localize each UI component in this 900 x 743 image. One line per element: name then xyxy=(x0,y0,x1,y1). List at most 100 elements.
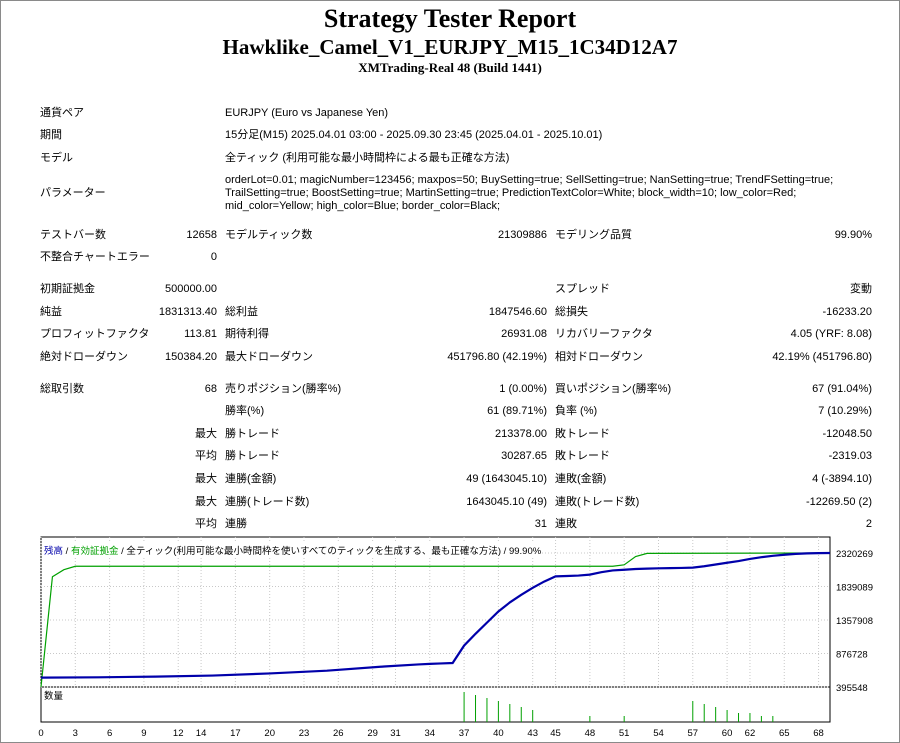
loss-rate-label: 負率 (%) xyxy=(555,405,598,417)
legend-separator: / xyxy=(63,546,71,557)
y-tick-label: 1357908 xyxy=(836,616,873,627)
legend-model: 全ティック(利用可能な最小時間枠を使いすべてのティックを生成する、最も正確な方法… xyxy=(126,546,502,557)
x-tick-label: 29 xyxy=(367,728,378,739)
symbol-label: 通貨ペア xyxy=(40,107,84,119)
win-rate-value: 61 (89.71%) xyxy=(487,405,547,417)
x-tick-label: 3 xyxy=(73,728,78,739)
consec-losses-count-label: 連敗(トレード数) xyxy=(555,496,640,508)
avg-consec-wins-value: 31 xyxy=(534,518,547,530)
x-tick-label: 26 xyxy=(333,728,344,739)
consec-losses-money-value: 4 (-3894.10) xyxy=(812,473,872,485)
max-label: 最大 xyxy=(195,496,217,508)
avg-win-value: 30287.65 xyxy=(501,450,547,462)
loss-rate-value: 7 (10.29%) xyxy=(818,405,872,417)
deposit-value: 500000.00 xyxy=(165,283,217,295)
x-tick-label: 54 xyxy=(653,728,664,739)
avg-consec-wins-label: 連勝 xyxy=(225,518,247,530)
net-profit-value: 1831313.40 xyxy=(158,306,217,318)
avg-consec-losses-label: 連敗 xyxy=(555,518,577,530)
model-value: 全ティック (利用可能な最小時間枠による最も正確な方法) xyxy=(225,152,510,164)
legend-balance: 残高 xyxy=(44,546,64,557)
avg-loss-value: -2319.03 xyxy=(828,450,872,462)
max-drawdown-value: 451796.80 (42.19%) xyxy=(447,351,547,363)
x-tick-label: 37 xyxy=(459,728,470,739)
avg-win-label: 勝トレード xyxy=(225,450,280,462)
expected-payoff-value: 26931.08 xyxy=(501,328,547,340)
net-profit-label: 純益 xyxy=(40,306,62,318)
bars-value: 12658 xyxy=(186,229,217,241)
long-positions-label: 買いポジション(勝率%) xyxy=(555,383,672,395)
rel-drawdown-label: 相対ドローダウン xyxy=(555,351,643,363)
rel-drawdown-value: 42.19% (451796.80) xyxy=(772,351,872,363)
short-positions-label: 売りポジション(勝率%) xyxy=(225,383,342,395)
gross-loss-value: -16233.20 xyxy=(822,306,872,318)
ticks-label: モデルティック数 xyxy=(225,229,313,241)
x-tick-label: 62 xyxy=(745,728,756,739)
bars-label: テストバー数 xyxy=(40,229,106,241)
max-win-value: 213378.00 xyxy=(495,428,547,440)
ticks-value: 21309886 xyxy=(498,229,547,241)
max-label: 最大 xyxy=(195,428,217,440)
profit-factor-value: 113.81 xyxy=(184,328,217,340)
spread-value: 変動 xyxy=(850,283,872,295)
y-tick-label: 2320269 xyxy=(836,549,873,560)
avg-label: 平均 xyxy=(195,450,217,462)
volume-label: 数量 xyxy=(44,690,64,702)
max-loss-label: 敗トレード xyxy=(555,428,610,440)
params-line: mid_color=Yellow; high_color=Blue; borde… xyxy=(225,200,501,212)
consec-wins-count-value: 1643045.10 (49) xyxy=(466,496,547,508)
x-tick-label: 6 xyxy=(107,728,112,739)
y-tick-label: 1839089 xyxy=(836,583,873,594)
x-tick-label: 14 xyxy=(196,728,207,739)
volume-plot-area xyxy=(40,686,831,723)
win-rate-label: 勝率(%) xyxy=(225,405,265,417)
x-tick-label: 43 xyxy=(527,728,538,739)
symbol-value: EURJPY (Euro vs Japanese Yen) xyxy=(225,107,389,119)
x-tick-label: 68 xyxy=(813,728,824,739)
max-win-label: 勝トレード xyxy=(225,428,280,440)
y-tick-label: 395548 xyxy=(836,683,868,694)
legend-quality: 99.90% xyxy=(508,546,542,557)
chart-legend: 残高 / 有効証拠金 / 全ティック(利用可能な最小時間枠を使いすべてのティック… xyxy=(44,543,542,557)
params-line: TrailSetting=true; BoostSetting=true; Ma… xyxy=(225,187,797,199)
params-label: パラメーター xyxy=(40,187,106,199)
errors-value: 0 xyxy=(210,251,217,263)
balance-line xyxy=(40,551,831,679)
avg-loss-label: 敗トレード xyxy=(555,450,610,462)
gross-loss-label: 総損失 xyxy=(555,306,588,318)
recovery-factor-value: 4.05 (YRF: 8.08) xyxy=(790,328,872,340)
legend-equity: 有効証拠金 xyxy=(70,546,119,557)
params-line: orderLot=0.01; magicNumber=123456; maxpo… xyxy=(225,174,834,186)
consec-losses-money-label: 連敗(金額) xyxy=(555,473,607,485)
legend-separator: / xyxy=(118,546,127,557)
errors-label: 不整合チャートエラー xyxy=(40,251,150,263)
model-label: モデル xyxy=(40,152,73,164)
expected-payoff-label: 期待利得 xyxy=(225,328,269,340)
period-label: 期間 xyxy=(40,129,62,141)
consec-wins-count-label: 連勝(トレード数) xyxy=(225,496,310,508)
max-loss-value: -12048.50 xyxy=(822,428,872,440)
abs-drawdown-value: 150384.20 xyxy=(165,351,217,363)
x-tick-label: 0 xyxy=(38,728,43,739)
gross-profit-label: 総利益 xyxy=(225,306,258,318)
long-positions-value: 67 (91.04%) xyxy=(812,383,872,395)
spread-label: スプレッド xyxy=(555,283,610,295)
max-label: 最大 xyxy=(195,473,217,485)
quality-label: モデリング品質 xyxy=(555,229,632,241)
total-trades-label: 総取引数 xyxy=(40,383,84,395)
x-tick-label: 34 xyxy=(424,728,435,739)
gross-profit-value: 1847546.60 xyxy=(488,306,547,318)
abs-drawdown-label: 絶対ドローダウン xyxy=(40,351,128,363)
consec-wins-money-value: 49 (1643045.10) xyxy=(466,473,547,485)
x-tick-label: 45 xyxy=(550,728,561,739)
x-tick-label: 31 xyxy=(390,728,401,739)
x-tick-label: 65 xyxy=(779,728,790,739)
total-trades-value: 68 xyxy=(204,383,217,395)
period-value: 15分足(M15) 2025.04.01 03:00 - 2025.09.30 … xyxy=(225,129,603,141)
x-tick-label: 51 xyxy=(619,728,630,739)
quality-value: 99.90% xyxy=(834,229,872,241)
x-tick-label: 12 xyxy=(173,728,184,739)
server-info: XMTrading-Real 48 (Build 1441) xyxy=(358,60,542,75)
x-tick-label: 57 xyxy=(687,728,698,739)
recovery-factor-label: リカバリーファクタ xyxy=(555,328,653,340)
